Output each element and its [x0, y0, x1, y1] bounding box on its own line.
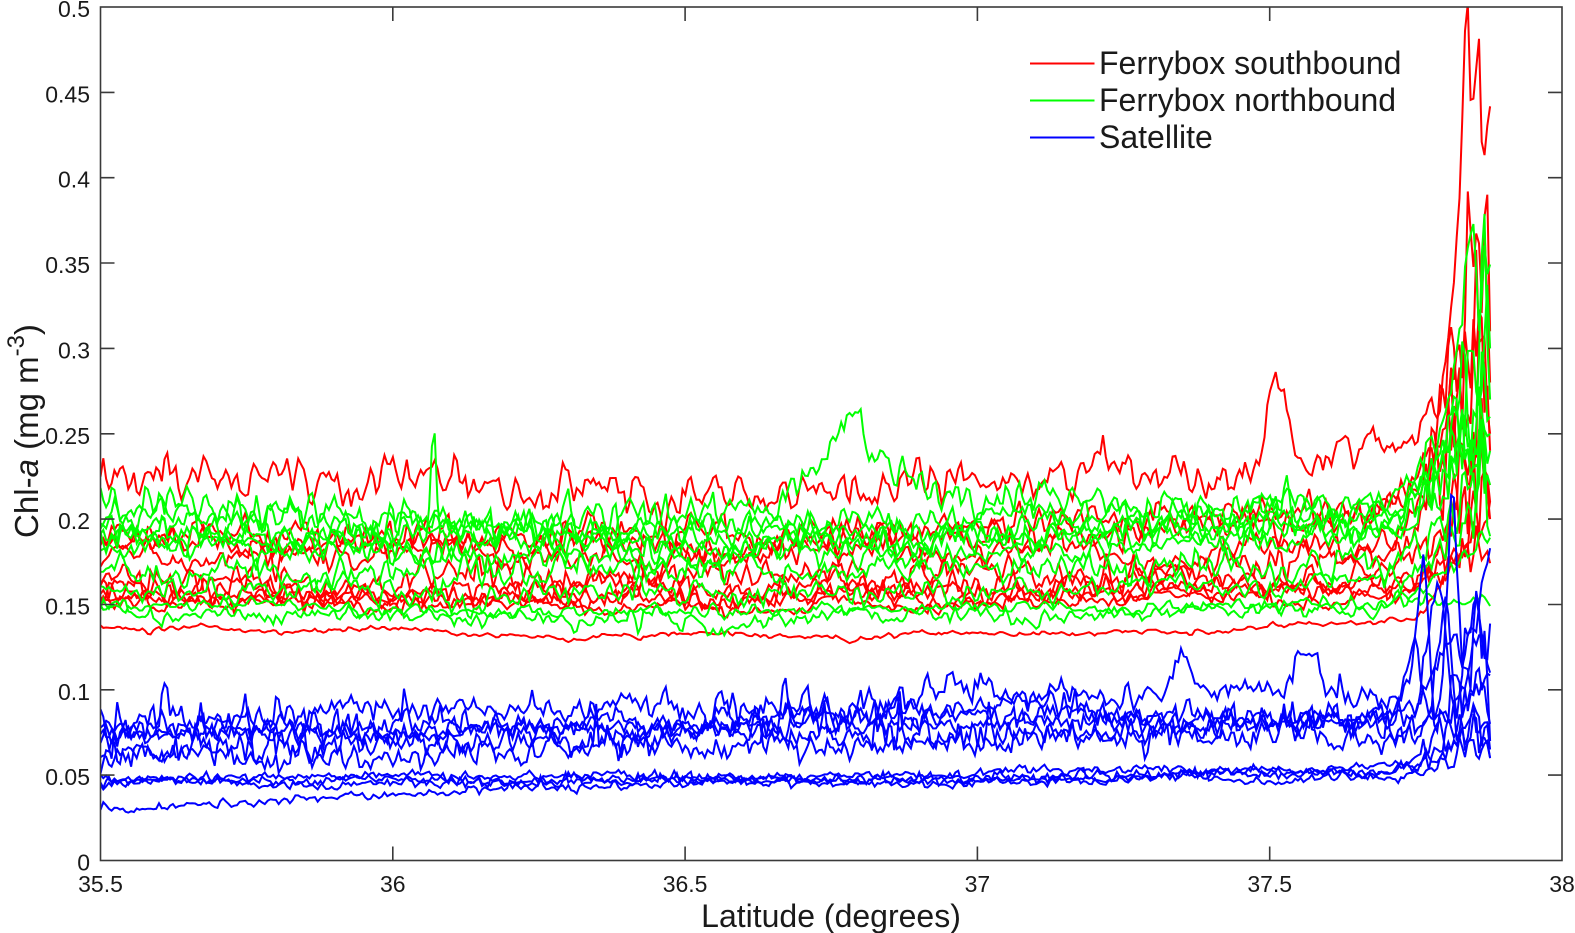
svg-text:0.4: 0.4 — [58, 167, 90, 193]
svg-text:36: 36 — [380, 871, 406, 897]
svg-text:Satellite: Satellite — [1099, 119, 1213, 155]
svg-text:0.25: 0.25 — [45, 423, 90, 449]
svg-text:0.35: 0.35 — [45, 252, 90, 278]
svg-text:0.1: 0.1 — [58, 679, 90, 705]
svg-text:Chl-a (mg m-3): Chl-a (mg m-3) — [3, 324, 45, 538]
svg-text:35.5: 35.5 — [78, 871, 123, 897]
svg-text:0.2: 0.2 — [58, 508, 90, 534]
svg-text:0.15: 0.15 — [45, 594, 90, 620]
svg-text:Latitude (degrees): Latitude (degrees) — [701, 898, 961, 933]
svg-text:37: 37 — [965, 871, 991, 897]
svg-text:36.5: 36.5 — [663, 871, 708, 897]
svg-text:37.5: 37.5 — [1247, 871, 1292, 897]
svg-text:Ferrybox northbound: Ferrybox northbound — [1099, 82, 1396, 118]
svg-text:0: 0 — [77, 850, 90, 876]
svg-text:0.45: 0.45 — [45, 81, 90, 107]
svg-text:0.05: 0.05 — [45, 764, 90, 790]
svg-text:0.3: 0.3 — [58, 337, 90, 363]
svg-text:0.5: 0.5 — [58, 0, 90, 22]
svg-text:38: 38 — [1549, 871, 1575, 897]
svg-text:Ferrybox southbound: Ferrybox southbound — [1099, 45, 1401, 81]
